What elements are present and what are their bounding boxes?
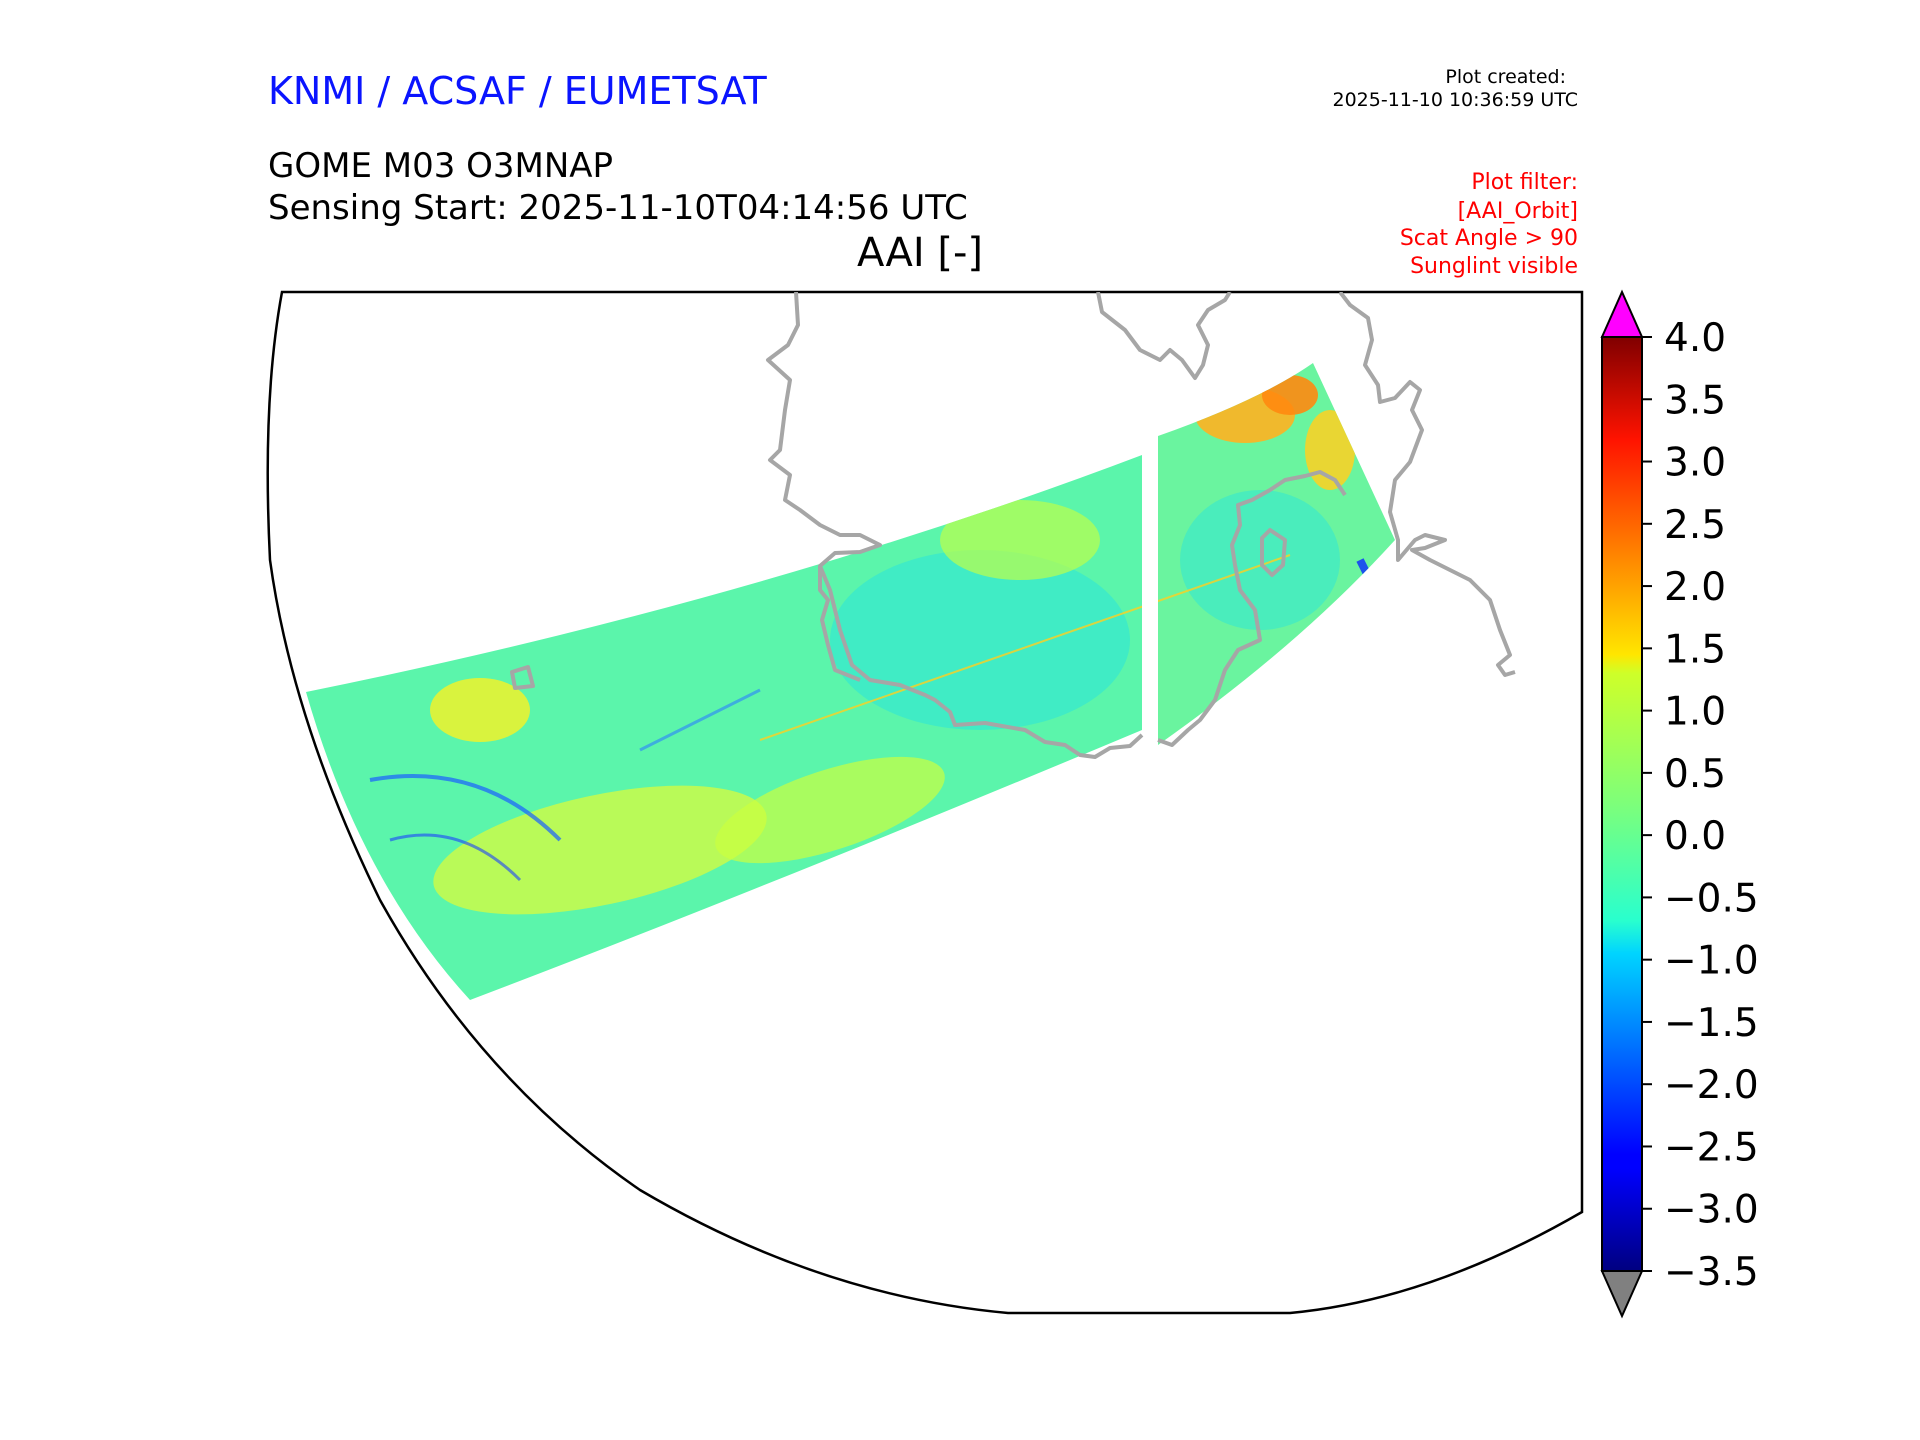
aai-low-streak bbox=[389, 833, 522, 882]
colorbar-tick-label: −2.0 bbox=[1664, 1063, 1759, 1108]
aai-high-patch bbox=[430, 678, 530, 742]
colorbar-tick-label: −1.5 bbox=[1664, 1001, 1759, 1046]
aai-low-streak bbox=[639, 688, 761, 752]
coastline-west bbox=[818, 566, 861, 682]
aai-low-streak bbox=[369, 774, 562, 842]
plot-title: AAI [-] bbox=[857, 230, 983, 276]
plot-created-time: 2025-11-10 10:36:59 UTC bbox=[1332, 89, 1579, 111]
plot-filter-sunglint: Sunglint visible bbox=[1410, 254, 1578, 279]
colorbar-tick-label: −2.5 bbox=[1664, 1125, 1759, 1170]
plot-filter-orbit: [AAI_Orbit] bbox=[1457, 199, 1578, 224]
colorbar-outline bbox=[1601, 336, 1643, 1272]
colorbar-under-triangle bbox=[1600, 1270, 1644, 1319]
colorbar-over-triangle bbox=[1600, 289, 1644, 338]
colorbar-tick-label: 2.0 bbox=[1664, 565, 1726, 610]
colorbar-tick-label: 1.0 bbox=[1664, 690, 1726, 735]
colorbar-tick-label: 4.0 bbox=[1664, 316, 1726, 361]
colorbar-tick-label: 3.5 bbox=[1664, 378, 1726, 423]
organization-title: KNMI / ACSAF / EUMETSAT bbox=[268, 69, 767, 113]
aai-high-patch bbox=[940, 500, 1100, 580]
aai-high-patch bbox=[1305, 410, 1355, 490]
colorbar-gradient bbox=[1602, 337, 1642, 1271]
coastline-east bbox=[1157, 470, 1347, 747]
coastline-northeast bbox=[1338, 292, 1516, 677]
plot-filter-scat-angle: Scat Angle > 90 bbox=[1399, 226, 1578, 251]
plot-filter-label: Plot filter: bbox=[1471, 170, 1578, 195]
product-name: GOME M03 O3MNAP bbox=[268, 146, 614, 186]
aai-high-patch bbox=[433, 785, 767, 915]
sensing-start: Sensing Start: 2025-11-10T04:14:56 UTC bbox=[268, 188, 968, 228]
coastline-lake bbox=[1260, 528, 1287, 577]
coastline-arctic bbox=[766, 292, 1144, 759]
swath-data-gap bbox=[1142, 436, 1158, 750]
colorbar-tick-label: −1.0 bbox=[1664, 939, 1759, 984]
colorbar-tick-label: −0.5 bbox=[1664, 876, 1759, 921]
colorbar-tick-label: 1.5 bbox=[1664, 627, 1726, 672]
coastline-island bbox=[510, 665, 535, 690]
aai-high-patch bbox=[715, 756, 945, 864]
aai-low-patch bbox=[830, 550, 1130, 730]
colorbar-tick-label: −3.5 bbox=[1664, 1250, 1759, 1295]
colorbar-tick-label: 3.0 bbox=[1664, 441, 1726, 486]
colorbar-tick-label: 2.5 bbox=[1664, 503, 1726, 548]
colorbar-tick-label: 0.5 bbox=[1664, 752, 1726, 797]
colorbar: 4.0 3.5 3.0 2.5 2.0 1.5 1.0 0.5 0.0 −0.5 −1.0 −1.5 −… bbox=[1600, 289, 1759, 1319]
coastline-peninsula bbox=[1096, 292, 1232, 380]
colorbar-tick-label: 0.0 bbox=[1664, 814, 1726, 859]
colorbar-tick-label: −3.0 bbox=[1664, 1188, 1759, 1233]
aai-orbit-seam bbox=[759, 554, 1291, 741]
plot-created-label: Plot created: bbox=[1445, 66, 1566, 88]
